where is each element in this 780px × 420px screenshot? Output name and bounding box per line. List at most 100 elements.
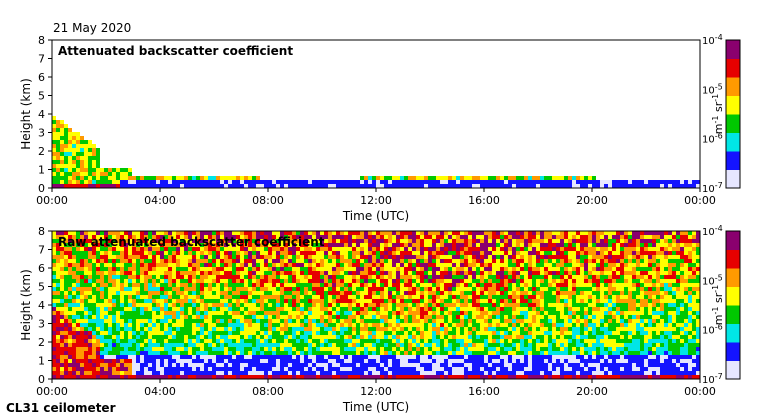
heatmap-cell [476, 343, 480, 347]
heatmap-cell [296, 363, 300, 367]
heatmap-cell [100, 335, 104, 339]
heatmap-cell [236, 271, 240, 275]
heatmap-cell [52, 120, 56, 124]
heatmap-cell [336, 287, 340, 291]
heatmap-cell [500, 283, 504, 287]
heatmap-cell [508, 363, 512, 367]
heatmap-cell [340, 363, 344, 367]
heatmap-cell [88, 243, 92, 247]
heatmap-cell [312, 307, 316, 311]
heatmap-cell [348, 327, 352, 331]
heatmap-cell [400, 267, 404, 271]
heatmap-cell [220, 231, 224, 235]
heatmap-cell [192, 180, 196, 184]
heatmap-cell [256, 263, 260, 267]
heatmap-cell [512, 295, 516, 299]
heatmap-cell [424, 367, 428, 371]
heatmap-cell [152, 367, 156, 371]
heatmap-cell [212, 180, 216, 184]
heatmap-cell [504, 311, 508, 315]
heatmap-cell [108, 251, 112, 255]
heatmap-cell [260, 363, 264, 367]
heatmap-cell [92, 152, 96, 156]
heatmap-cell [492, 275, 496, 279]
heatmap-cell [236, 184, 240, 188]
heatmap-cell [124, 367, 128, 371]
heatmap-cell [492, 319, 496, 323]
heatmap-cell [228, 319, 232, 323]
heatmap-cell [412, 311, 416, 315]
heatmap-cell [492, 331, 496, 335]
heatmap-cell [364, 251, 368, 255]
heatmap-cell [532, 176, 536, 180]
heatmap-cell [396, 235, 400, 239]
heatmap-cell [504, 371, 508, 375]
heatmap-cell [332, 283, 336, 287]
heatmap-cell [444, 303, 448, 307]
heatmap-cell [112, 359, 116, 363]
heatmap-cell [308, 275, 312, 279]
heatmap-cell [492, 327, 496, 331]
heatmap-cell [496, 235, 500, 239]
heatmap-cell [216, 307, 220, 311]
heatmap-cell [356, 323, 360, 327]
heatmap-cell [276, 231, 280, 235]
heatmap-cell [512, 299, 516, 303]
heatmap-cell [80, 164, 84, 168]
heatmap-cell [220, 371, 224, 375]
heatmap-cell [84, 339, 88, 343]
heatmap-cell [124, 291, 128, 295]
heatmap-cell [396, 259, 400, 263]
heatmap-cell [168, 347, 172, 351]
heatmap-cell [236, 347, 240, 351]
heatmap-cell [512, 367, 516, 371]
heatmap-cell [272, 359, 276, 363]
heatmap-cell [180, 267, 184, 271]
heatmap-cell [84, 164, 88, 168]
heatmap-cell [220, 267, 224, 271]
heatmap-cell [116, 279, 120, 283]
heatmap-cell [96, 263, 100, 267]
heatmap-cell [508, 347, 512, 351]
heatmap-cell [512, 291, 516, 295]
heatmap-cell [168, 243, 172, 247]
colorbar-tick-label: 10-6 [702, 132, 723, 146]
heatmap-cell [104, 351, 108, 355]
heatmap-cell [372, 184, 376, 188]
heatmap-cell [184, 335, 188, 339]
heatmap-cell [332, 291, 336, 295]
heatmap-cell [432, 255, 436, 259]
heatmap-cell [520, 231, 524, 235]
heatmap-cell [344, 239, 348, 243]
heatmap-cell [220, 315, 224, 319]
heatmap-cell [84, 351, 88, 355]
heatmap-cell [420, 271, 424, 275]
heatmap-cell [216, 299, 220, 303]
heatmap-cell [500, 271, 504, 275]
heatmap-cell [220, 351, 224, 355]
heatmap-cell [260, 287, 264, 291]
heatmap-cell [92, 259, 96, 263]
heatmap-cell [404, 231, 408, 235]
heatmap-cell [484, 247, 488, 251]
heatmap-cell [240, 251, 244, 255]
heatmap-cell [364, 287, 368, 291]
heatmap-cell [440, 355, 444, 359]
heatmap-cell [308, 307, 312, 311]
heatmap-cell [484, 335, 488, 339]
heatmap-cell [492, 239, 496, 243]
heatmap-cell [292, 359, 296, 363]
heatmap-cell [176, 176, 180, 180]
heatmap-cell [384, 275, 388, 279]
heatmap-cell [232, 375, 236, 379]
heatmap-cell [360, 323, 364, 327]
heatmap-cell [428, 180, 432, 184]
heatmap-cell [68, 136, 72, 140]
heatmap-cell [120, 307, 124, 311]
heatmap-cell [264, 235, 268, 239]
heatmap-cell [60, 172, 64, 176]
heatmap-cell [324, 323, 328, 327]
heatmap-cell [140, 247, 144, 251]
heatmap-cell [584, 184, 588, 188]
heatmap-cell [208, 180, 212, 184]
